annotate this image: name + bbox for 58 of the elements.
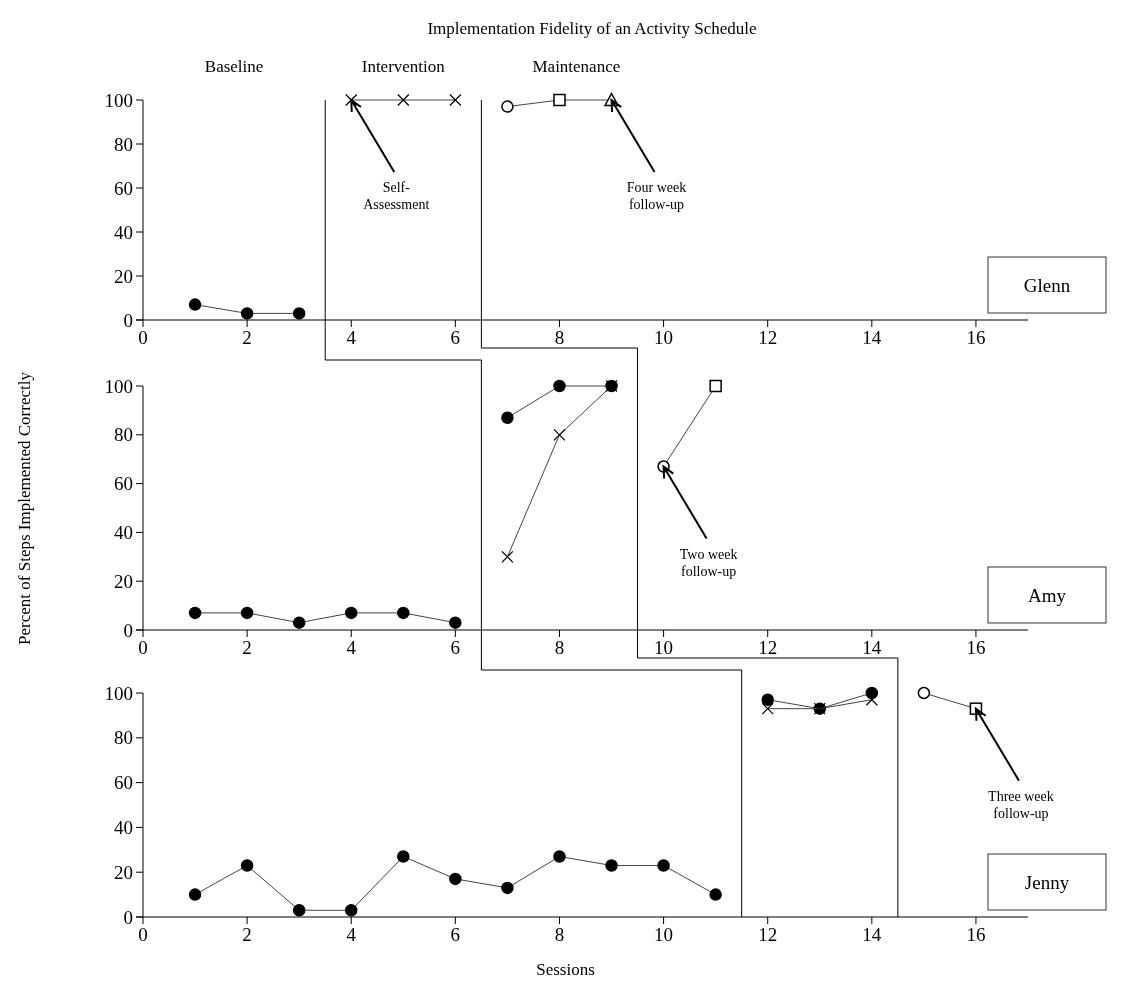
x-tick-label: 8 [554,327,565,348]
x-tick-label: 8 [554,924,565,945]
y-tick-label: 80 [114,727,133,749]
y-tick-label: 0 [123,906,133,928]
x-tick-label: 0 [138,924,148,945]
y-tick-label: 40 [114,817,133,839]
text: Intervention [361,57,446,76]
y-axis-title: Percent of Steps Implemented Correctly [15,371,34,645]
annotation: Two week follow-up [679,546,738,579]
y-tick-label: 0 [123,619,133,641]
x-tick-label: 8 [554,637,565,658]
text: Glenn [1023,274,1071,296]
x-tick-label: 2 [242,637,252,658]
x-tick-label: 10 [654,327,674,348]
x-tick-label: 4 [346,924,357,945]
x-tick-label: 6 [450,924,461,945]
y-tick-label: 100 [104,375,133,397]
x-tick-label: 4 [346,637,357,658]
text: Baseline [204,57,264,76]
x-tick-label: 12 [758,924,778,945]
y-tick-label: 20 [114,570,133,592]
x-tick-label: 14 [862,637,882,658]
y-tick-label: 0 [123,309,133,331]
y-tick-label: 60 [114,473,133,495]
annotation: Self-Assessment [363,180,430,212]
annotation: Three week follow-up [988,788,1054,821]
x-tick-label: 12 [758,637,778,658]
y-tick-label: 100 [104,89,133,111]
y-tick-label: 60 [114,772,133,794]
x-tick-label: 4 [346,327,357,348]
text: Jenny [1024,871,1070,893]
x-tick-label: 16 [966,924,986,945]
annotation: Four week follow-up [626,180,687,212]
x-tick-label: 10 [654,924,674,945]
x-tick-label: 0 [138,637,148,658]
y-tick-label: 80 [114,424,133,446]
y-tick-label: 20 [114,265,133,287]
y-tick-label: 40 [114,522,133,544]
x-tick-label: 14 [862,327,882,348]
x-axis-title: Sessions [536,960,595,979]
x-tick-label: 0 [138,327,148,348]
x-tick-label: 14 [862,924,882,945]
text: Amy [1028,584,1067,606]
chart-title: Implementation Fidelity of an Activity Schedule [427,19,757,38]
x-tick-label: 6 [450,327,461,348]
x-tick-label: 16 [966,637,986,658]
x-tick-label: 12 [758,327,778,348]
y-tick-label: 20 [114,861,133,883]
y-tick-label: 100 [104,682,133,704]
y-tick-label: 40 [114,221,133,243]
y-tick-label: 60 [114,177,133,199]
x-tick-label: 10 [654,637,674,658]
y-tick-label: 80 [114,133,133,155]
x-tick-label: 6 [450,637,461,658]
text: Maintenance [532,57,621,76]
x-tick-label: 16 [966,327,986,348]
x-tick-label: 2 [242,924,252,945]
x-tick-label: 2 [242,327,252,348]
